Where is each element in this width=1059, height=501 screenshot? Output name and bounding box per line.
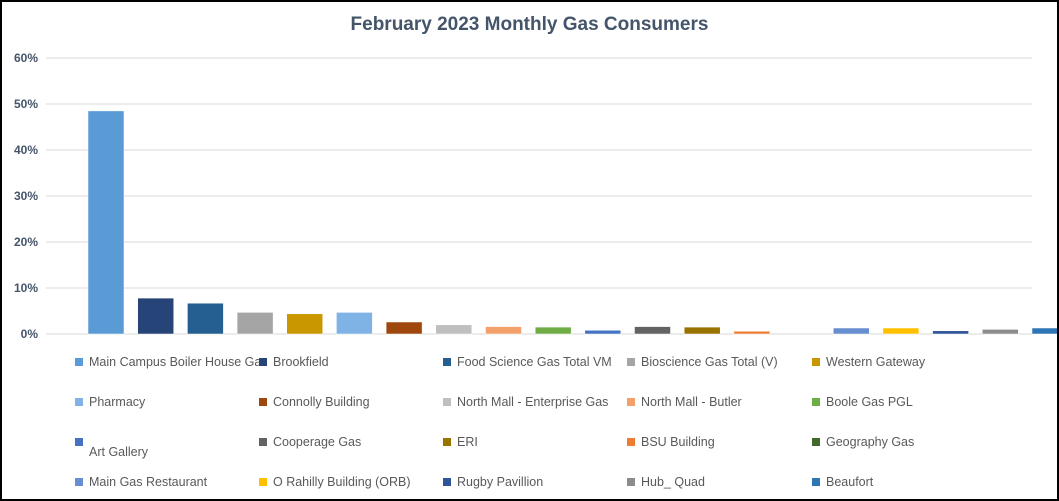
legend-swatch bbox=[443, 438, 451, 446]
legend-swatch bbox=[627, 478, 635, 486]
bar bbox=[485, 326, 522, 335]
legend-label: Rugby Pavillion bbox=[457, 475, 544, 489]
legend-label: Main Campus Boiler House Gas bbox=[89, 355, 268, 369]
legend-label: North Mall - Enterprise Gas bbox=[457, 395, 609, 409]
legend-label: Boole Gas PGL bbox=[826, 395, 913, 409]
bar bbox=[87, 110, 125, 335]
legend-swatch bbox=[443, 358, 451, 366]
bar bbox=[137, 297, 174, 335]
legend-swatch bbox=[627, 438, 635, 446]
y-tick-label: 50% bbox=[14, 97, 38, 111]
bar bbox=[336, 312, 373, 335]
bar bbox=[733, 330, 771, 335]
chart-title: February 2023 Monthly Gas Consumers bbox=[350, 14, 709, 35]
bar bbox=[833, 327, 870, 335]
legend-swatch bbox=[812, 398, 820, 406]
legend-label: ERI bbox=[457, 435, 478, 449]
legend-label: BSU Building bbox=[641, 435, 715, 449]
legend-swatch bbox=[259, 358, 267, 366]
bar bbox=[882, 327, 920, 335]
bar bbox=[435, 324, 473, 335]
legend-label: Western Gateway bbox=[826, 355, 926, 369]
legend-swatch bbox=[627, 398, 635, 406]
legend-label: O Rahilly Building (ORB) bbox=[273, 475, 411, 489]
y-tick-label: 60% bbox=[14, 51, 38, 65]
y-tick-label: 30% bbox=[14, 189, 38, 203]
legend-swatch bbox=[627, 358, 635, 366]
legend-label: Connolly Building bbox=[273, 395, 370, 409]
legend-swatch bbox=[75, 398, 83, 406]
legend-swatch bbox=[75, 478, 83, 486]
bar bbox=[932, 330, 969, 335]
legend-label: North Mall - Butler bbox=[641, 395, 742, 409]
legend-label: Beaufort bbox=[826, 475, 874, 489]
legend-label: Pharmacy bbox=[89, 395, 146, 409]
bar bbox=[683, 326, 721, 335]
legend-label: Main Gas Restaurant bbox=[89, 475, 208, 489]
bar bbox=[634, 326, 671, 335]
y-tick-label: 10% bbox=[14, 281, 38, 295]
legend-swatch bbox=[812, 358, 820, 366]
legend-swatch bbox=[812, 438, 820, 446]
legend-swatch bbox=[75, 358, 83, 366]
legend-label: Hub_ Quad bbox=[641, 475, 705, 489]
bar bbox=[236, 312, 274, 335]
bar bbox=[534, 326, 572, 335]
y-tick-label: 0% bbox=[21, 327, 39, 341]
legend-swatch bbox=[259, 478, 267, 486]
legend-swatch bbox=[812, 478, 820, 486]
legend-label: Cooperage Gas bbox=[273, 435, 362, 449]
legend-swatch bbox=[75, 438, 83, 446]
legend-swatch bbox=[259, 398, 267, 406]
bar bbox=[584, 330, 622, 335]
bar bbox=[286, 313, 323, 335]
legend-label: Food Science Gas Total VM bbox=[457, 355, 612, 369]
y-tick-label: 40% bbox=[14, 143, 38, 157]
legend-label: Bioscience Gas Total (V) bbox=[641, 355, 778, 369]
bar bbox=[385, 321, 423, 335]
bar bbox=[187, 302, 224, 335]
bar bbox=[982, 329, 1019, 335]
legend-swatch bbox=[443, 478, 451, 486]
legend-label: Geography Gas bbox=[826, 435, 915, 449]
y-tick-label: 20% bbox=[14, 235, 38, 249]
bar bbox=[1031, 327, 1057, 335]
legend-label: Art Gallery bbox=[89, 445, 149, 459]
legend-swatch bbox=[259, 438, 267, 446]
legend-label: Brookfield bbox=[273, 355, 329, 369]
legend-swatch bbox=[443, 398, 451, 406]
